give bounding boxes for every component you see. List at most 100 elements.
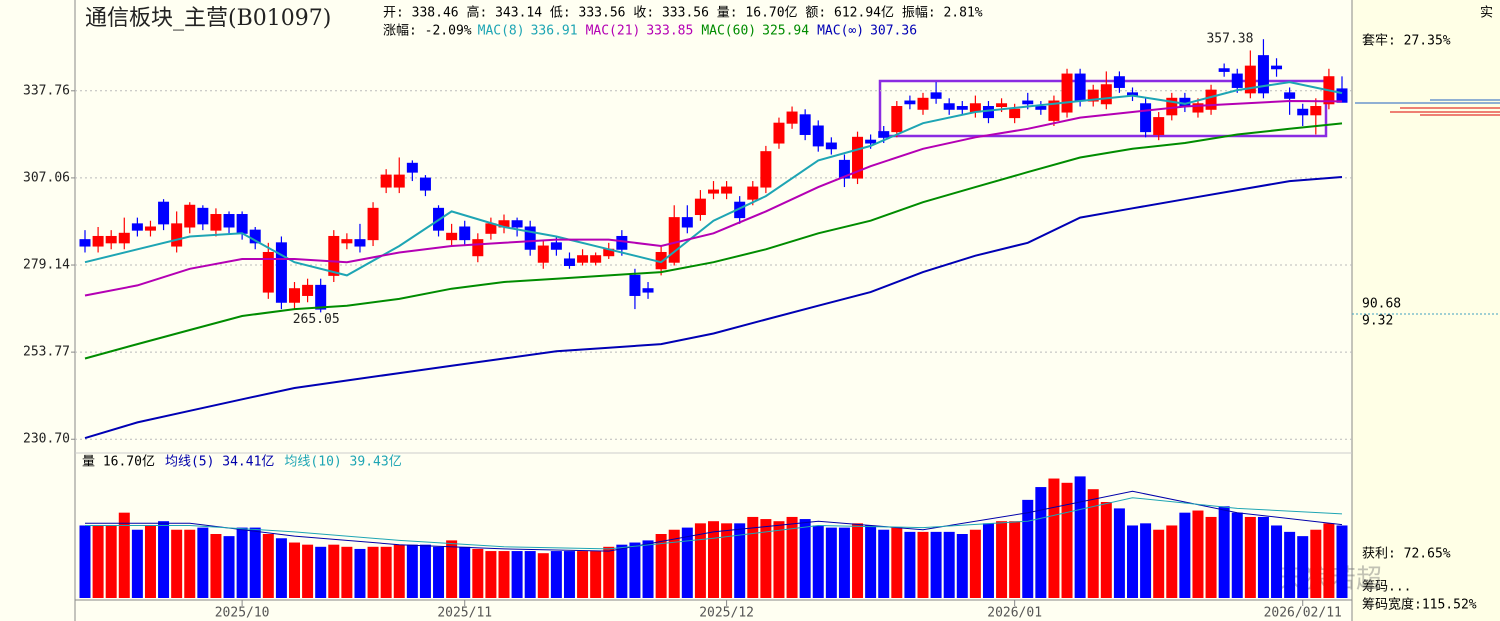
candle-body: [708, 189, 719, 194]
volume-bar: [210, 534, 222, 598]
candle-body: [419, 177, 431, 191]
volume-bar: [341, 546, 353, 598]
side-lower: 9.32: [1362, 314, 1393, 329]
volume-bar: [1022, 499, 1034, 598]
candle-body: [930, 92, 942, 99]
volume-bar: [275, 538, 287, 598]
candle-body: [406, 162, 418, 173]
legend-label: MAC(∞): [817, 24, 864, 39]
candle-body: [1035, 106, 1047, 110]
volume-bar: [799, 519, 811, 598]
volume-bar: [1009, 521, 1021, 598]
candle-body: [1140, 103, 1152, 133]
volume-bar: [1048, 478, 1060, 598]
volume-legend: 均线(10) 39.43亿: [284, 455, 401, 470]
candle-body: [1009, 108, 1021, 119]
candle-body: [982, 106, 994, 119]
volume-bar: [773, 521, 785, 598]
y-tick-label: 337.76: [23, 83, 70, 98]
side-trapped: 套牢: 27.35%: [1362, 33, 1451, 49]
volume-bar: [956, 534, 968, 598]
volume-bar: [131, 529, 143, 598]
ma-line: [84, 99, 1343, 297]
volume-bar: [721, 523, 733, 598]
volume-bar: [891, 527, 903, 598]
candle-body: [681, 217, 693, 228]
volume-bar: [930, 531, 942, 598]
volume-bar: [1310, 529, 1322, 598]
candle-body: [642, 288, 654, 293]
volume-bar: [315, 546, 327, 598]
volume-bar: [354, 548, 366, 598]
volume-bar: [1061, 482, 1073, 598]
legend-value: 336.91: [531, 24, 578, 39]
volume-bar: [786, 516, 798, 598]
ma-line: [84, 122, 1343, 360]
volume-bar: [1323, 523, 1335, 598]
candle-body: [393, 174, 405, 188]
volume-bar: [1284, 531, 1296, 598]
legend: MAC(8) 336.91 MAC(21) 333.85 MAC(60) 325.94 MA…: [478, 24, 917, 39]
volume-bar: [1087, 489, 1099, 598]
volume-bar: [1140, 523, 1152, 598]
volume-bar: [878, 529, 890, 598]
volume-bar: [79, 525, 91, 598]
volume-bar: [433, 546, 445, 598]
candle-body: [838, 159, 850, 179]
candle-body: [315, 284, 327, 310]
candle-body: [537, 245, 549, 263]
y-tick-label: 307.06: [23, 170, 70, 185]
y-tick-label: 279.14: [23, 258, 70, 273]
volume-bar: [616, 544, 628, 598]
legend-label: MAC(21): [586, 24, 641, 39]
volume-bar: [472, 548, 484, 598]
candle-body: [1087, 89, 1099, 102]
candle-body: [105, 235, 117, 244]
candle-body: [1218, 68, 1230, 72]
candle-body: [118, 232, 130, 244]
candle-body: [275, 242, 287, 303]
volume-bar: [1100, 502, 1112, 598]
volume-bar: [982, 523, 994, 598]
side-chip: 筹码...: [1362, 579, 1411, 595]
volume-bar: [158, 521, 170, 598]
volume-bar: [419, 544, 431, 598]
candle-body: [197, 207, 209, 225]
candle-body: [485, 223, 497, 234]
volume-bar: [603, 546, 615, 598]
candle-body: [891, 106, 903, 133]
candle-body: [511, 220, 523, 228]
candle-body: [1048, 100, 1060, 121]
volume-legend: 均线(5) 34.41亿: [165, 455, 274, 470]
candle-body: [380, 174, 392, 188]
legend-label: MAC(60): [701, 24, 756, 39]
candle-body: [184, 204, 196, 228]
volume-bar: [734, 523, 746, 598]
candle-body: [144, 226, 156, 231]
candle-body: [1113, 76, 1125, 88]
candle-body: [1205, 89, 1217, 110]
ma-line: [84, 81, 1343, 277]
legend-value: 307.36: [870, 24, 917, 39]
volume-bar: [996, 521, 1008, 598]
quote-line: 开: 338.46 高: 343.14 低: 333.56 收: 333.56 …: [383, 5, 983, 21]
candle-body: [825, 142, 837, 150]
candle-body: [865, 139, 877, 144]
candle-body: [629, 274, 641, 296]
candle-body: [210, 214, 222, 231]
volume-bar: [92, 525, 104, 598]
volume-bar: [171, 529, 183, 598]
volume-bar: [498, 551, 510, 598]
candle-body: [1061, 73, 1073, 113]
volume-bar: [524, 551, 536, 598]
candle-body: [956, 106, 968, 110]
volume-bar: [681, 527, 693, 598]
volume-bar: [694, 523, 706, 598]
legend-value: 325.94: [762, 24, 809, 39]
volume-bar: [838, 527, 850, 598]
volume-bar: [1192, 510, 1204, 598]
candle-body: [1074, 73, 1086, 102]
candle-body: [616, 235, 628, 250]
